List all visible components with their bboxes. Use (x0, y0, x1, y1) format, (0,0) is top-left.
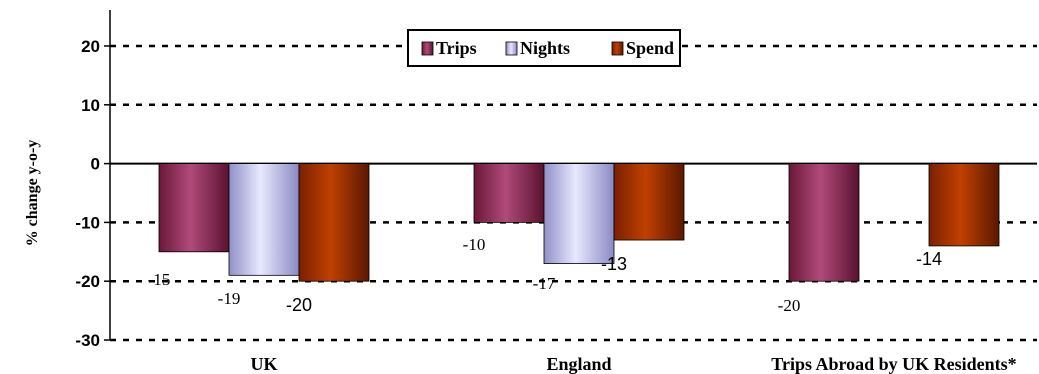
data-label: -20 (286, 295, 312, 315)
legend-swatch (505, 41, 518, 56)
category-label: Trips Abroad by UK Residents* (771, 354, 1016, 374)
data-label: -15 (148, 270, 171, 289)
y-tick-label: 0 (91, 155, 100, 174)
data-label: -17 (533, 274, 556, 293)
category-label: England (546, 354, 611, 374)
bar-spend (298, 163, 370, 282)
legend: Trips Nights Spend (407, 29, 681, 67)
category-label: UK (251, 354, 278, 374)
data-label: -20 (778, 296, 801, 315)
bar-trips (158, 163, 230, 253)
bar-spend (928, 163, 1000, 247)
data-label: -19 (218, 289, 241, 308)
bar-nights (543, 163, 615, 264)
legend-label: Spend (626, 38, 674, 58)
data-label: -13 (601, 254, 627, 274)
y-tick-label: 10 (81, 96, 100, 115)
legend-label: Trips (436, 38, 477, 58)
bar-spend (613, 163, 685, 241)
legend-swatch (611, 41, 624, 56)
legend-box (407, 29, 681, 67)
bar-nights (228, 163, 300, 276)
y-tick-label: -30 (75, 331, 100, 350)
bar-trips (788, 163, 860, 282)
legend-label: Nights (520, 38, 570, 58)
data-label: -14 (916, 249, 942, 269)
y-tick-label: -20 (75, 272, 100, 291)
data-label: -10 (463, 235, 486, 254)
legend-swatch (421, 41, 434, 56)
bar-trips (473, 163, 545, 223)
y-axis-title: % change y-o-y (24, 140, 41, 247)
y-tick-label: 20 (81, 37, 100, 56)
y-tick-label: -10 (75, 213, 100, 232)
